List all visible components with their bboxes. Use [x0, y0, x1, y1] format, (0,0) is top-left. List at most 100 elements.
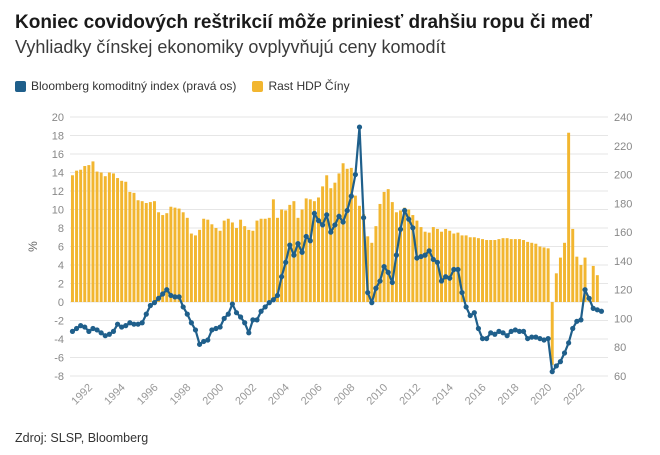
index-point	[176, 294, 182, 300]
index-point	[131, 321, 137, 327]
chart-title: Koniec covidových reštrikcií môže prinie…	[15, 12, 593, 33]
gdp-bar	[399, 210, 402, 302]
index-point	[250, 317, 256, 323]
index-point	[529, 334, 535, 340]
gdp-bar	[349, 167, 353, 302]
gdp-bar	[120, 180, 124, 302]
gdp-bar	[132, 192, 136, 302]
index-point	[549, 369, 555, 375]
y-left-tick-label: 18	[52, 131, 64, 143]
gdp-bar	[136, 200, 140, 302]
index-point	[221, 315, 227, 322]
gdp-bar	[444, 228, 448, 302]
legend-swatch-gdp	[252, 80, 264, 92]
gdp-bar	[575, 256, 579, 302]
y-left-tick-label: 6	[58, 242, 64, 254]
gdp-bar	[243, 226, 247, 302]
index-point	[438, 278, 445, 284]
y-right-tick-label: 140	[614, 256, 632, 268]
gdp-bar	[526, 241, 530, 302]
index-point	[516, 328, 523, 334]
index-point	[106, 331, 112, 337]
index-point	[229, 301, 235, 307]
x-tick-label: 2000	[201, 382, 227, 408]
gdp-bar	[284, 210, 288, 302]
index-point	[373, 285, 379, 291]
index-point	[361, 215, 367, 221]
gdp-bar	[554, 273, 558, 302]
gdp-bar	[423, 231, 427, 302]
x-tick-label: 2022	[561, 382, 587, 408]
gdp-bar	[259, 218, 263, 302]
gdp-bar	[87, 165, 91, 302]
index-point	[82, 324, 88, 330]
index-point	[467, 312, 473, 319]
gdp-bar	[103, 176, 107, 302]
index-point	[537, 335, 543, 342]
index-point	[590, 305, 596, 311]
index-point	[192, 327, 199, 333]
gdp-bar	[99, 172, 103, 302]
index-point	[488, 330, 494, 336]
gdp-bar	[267, 217, 271, 302]
source-note: Zdroj: SLSP, Bloomberg	[15, 431, 149, 445]
gdp-bar	[571, 228, 575, 302]
gdp-bar	[116, 178, 120, 302]
index-point	[188, 320, 194, 326]
index-point	[352, 171, 359, 178]
index-point	[180, 304, 186, 310]
index-point	[430, 256, 436, 263]
y-left-tick-label: 2	[58, 279, 64, 291]
index-point	[500, 330, 506, 336]
y-left-tick-label: 14	[52, 168, 64, 180]
index-point	[578, 317, 584, 323]
gdp-bar	[226, 218, 230, 302]
index-point	[406, 216, 412, 222]
gdp-bar	[579, 265, 583, 302]
index-point	[418, 253, 424, 260]
index-point	[69, 328, 76, 334]
y-left-tick-label: -2	[54, 316, 64, 328]
index-point	[213, 325, 219, 332]
x-tick-label: 1998	[168, 382, 194, 408]
x-tick-label: 1992	[69, 382, 95, 408]
gdp-bar	[403, 207, 407, 302]
gdp-bar	[542, 247, 546, 302]
index-point	[303, 233, 309, 240]
gdp-bar	[189, 233, 193, 302]
chart-subtitle: Vyhliadky čínskej ekonomiky ovplyvňujú c…	[15, 37, 446, 57]
index-point	[557, 359, 564, 365]
legend-label-index: Bloomberg komoditný index (pravá os)	[31, 79, 237, 93]
y-right-tick-label: 220	[614, 141, 632, 153]
gdp-bar	[107, 172, 111, 302]
gdp-bar	[239, 219, 243, 302]
gdp-bar	[534, 243, 538, 302]
gdp-bar	[382, 191, 386, 302]
gdp-bar	[165, 213, 169, 302]
gdp-bar	[448, 230, 452, 302]
index-point	[311, 210, 317, 217]
index-point	[570, 325, 576, 332]
gdp-bar	[157, 212, 161, 302]
index-point	[295, 241, 301, 247]
index-point	[135, 321, 141, 327]
x-tick-label: 2008	[332, 382, 358, 408]
index-point	[209, 327, 215, 333]
index-point	[90, 325, 96, 332]
index-point	[336, 213, 342, 219]
gdp-bar	[325, 175, 329, 302]
gdp-bar	[407, 209, 411, 302]
index-point	[545, 335, 551, 342]
gdp-bar	[415, 220, 419, 302]
gdp-bar	[513, 239, 517, 302]
gdp-bar	[255, 220, 259, 302]
gdp-bar	[464, 235, 468, 302]
y-right-tick-label: 180	[614, 198, 632, 210]
gdp-bar	[173, 207, 177, 302]
index-point	[389, 279, 395, 286]
index-point	[561, 350, 568, 356]
index-point	[151, 300, 158, 306]
index-point	[381, 264, 387, 270]
index-point	[504, 333, 510, 339]
index-point	[356, 124, 363, 130]
